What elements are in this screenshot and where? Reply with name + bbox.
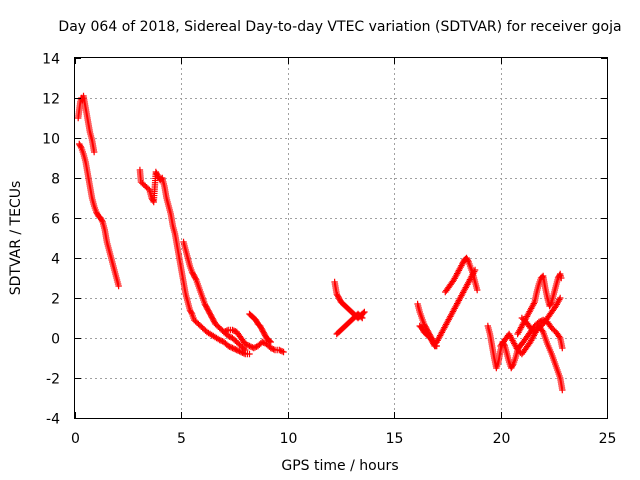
data-point — [559, 386, 566, 394]
data-point — [144, 185, 152, 192]
y-tick-label: 10 — [42, 132, 60, 148]
data-point — [240, 345, 248, 352]
x-tick-labels: 0 5 10 15 20 25 — [71, 431, 616, 447]
y-tick-label: -2 — [46, 372, 60, 388]
axis-ticks — [75, 58, 608, 419]
data-point — [220, 328, 228, 336]
x-tick-label: 0 — [71, 431, 80, 447]
y-tick-label: -4 — [46, 412, 60, 428]
series-arc3 — [136, 166, 253, 358]
data-point — [246, 342, 253, 350]
data-point — [226, 333, 233, 340]
data-point — [361, 308, 368, 316]
data-point — [244, 342, 252, 349]
series-arc5 — [220, 326, 287, 356]
data-point — [433, 342, 440, 350]
data-point — [276, 346, 283, 354]
y-tick-label: 0 — [51, 332, 60, 348]
data-point — [267, 344, 274, 352]
data-point — [229, 326, 236, 334]
grid-lines — [75, 58, 607, 418]
data-point — [77, 143, 84, 150]
data-point — [473, 286, 481, 294]
data-point — [558, 274, 565, 282]
series-arc2 — [76, 140, 122, 290]
data-point — [509, 362, 516, 369]
data-point — [115, 282, 122, 290]
y-tick-label: 12 — [42, 92, 60, 108]
data-point — [358, 313, 365, 321]
data-point — [90, 148, 98, 156]
data-point — [559, 344, 566, 352]
data-point — [359, 314, 366, 322]
data-point — [233, 346, 240, 354]
data-point — [226, 343, 233, 350]
x-tick-label: 5 — [177, 431, 186, 447]
data-point — [217, 337, 225, 344]
data-point — [242, 340, 249, 348]
data-point — [232, 346, 239, 353]
data-point — [223, 327, 230, 334]
data-point — [149, 197, 157, 204]
chart-title: Day 064 of 2018, Sidereal Day-to-day VTE… — [58, 19, 621, 35]
data-point — [216, 336, 223, 344]
data-point — [188, 309, 195, 316]
data-point — [277, 347, 284, 354]
data-point — [260, 339, 267, 346]
y-tick-label: 4 — [51, 252, 60, 268]
y-tick-label: 6 — [51, 212, 60, 228]
data-points — [74, 92, 566, 394]
data-point — [225, 332, 232, 340]
series-arc10 — [416, 322, 440, 350]
data-point — [230, 327, 238, 334]
data-point — [237, 348, 245, 356]
data-point — [225, 342, 232, 350]
data-point — [278, 348, 286, 355]
data-point — [266, 337, 273, 345]
data-point — [230, 345, 238, 352]
data-point — [555, 333, 563, 340]
data-point — [250, 344, 257, 352]
data-point — [222, 328, 229, 335]
data-point — [227, 344, 235, 351]
data-point — [98, 217, 106, 224]
data-point — [247, 343, 255, 350]
x-tick-label: 10 — [280, 431, 298, 447]
data-point — [251, 344, 259, 351]
y-tick-labels: -4 -2 0 2 4 6 8 10 12 14 — [42, 52, 60, 428]
series-arc1 — [74, 92, 98, 156]
data-point — [236, 348, 243, 355]
data-point — [280, 348, 287, 356]
y-tick-label: 14 — [42, 52, 60, 68]
data-point — [267, 338, 274, 346]
data-point — [234, 347, 242, 354]
data-point — [192, 275, 199, 282]
data-point — [242, 346, 249, 354]
data-point — [246, 350, 253, 358]
data-point — [229, 344, 236, 352]
plot-frame — [74, 57, 608, 419]
data-point — [547, 300, 555, 307]
data-point — [556, 294, 564, 302]
data-point — [464, 257, 472, 264]
data-point — [259, 338, 266, 346]
x-axis-label: GPS time / hours — [281, 458, 398, 474]
x-tick-label: 15 — [386, 431, 404, 447]
series-arc11 — [442, 254, 481, 296]
y-tick-label: 2 — [51, 292, 60, 308]
series-arc15 — [518, 294, 564, 336]
x-tick-label: 25 — [599, 431, 617, 447]
data-point — [243, 341, 250, 348]
data-point — [360, 309, 367, 317]
data-point — [270, 346, 277, 353]
y-axis-label: SDTVAR / TECUs — [8, 181, 24, 296]
data-point — [268, 345, 276, 352]
x-tick-label: 20 — [493, 431, 511, 447]
series-arc8 — [333, 310, 366, 338]
series-arc6 — [246, 310, 274, 346]
y-tick-label: 8 — [51, 172, 60, 188]
